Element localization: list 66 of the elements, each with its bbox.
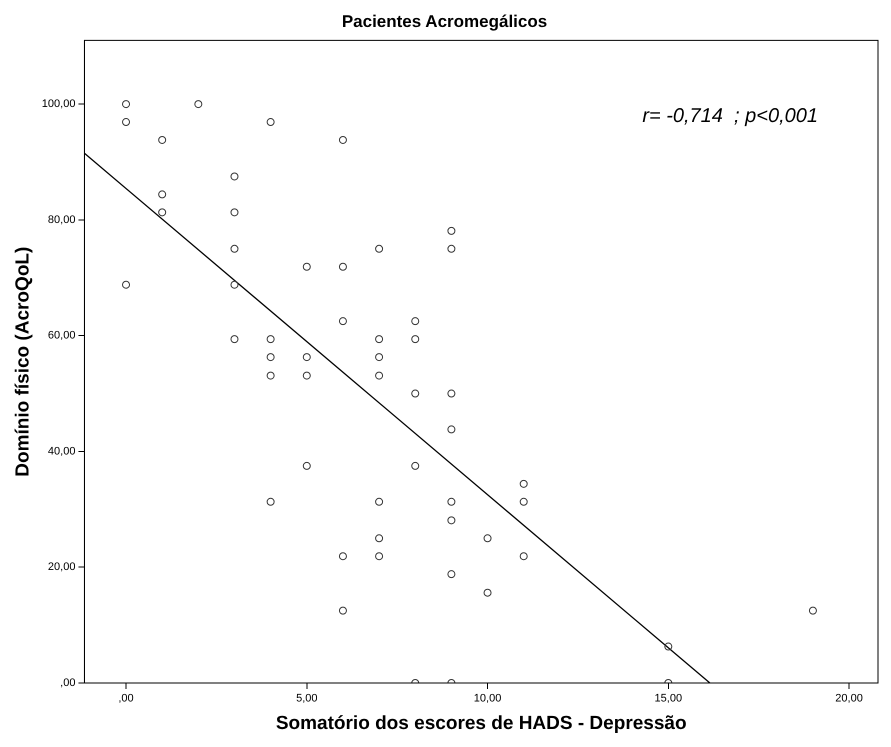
y-tick-label: 80,00: [48, 214, 76, 226]
point: [808, 606, 817, 615]
point: [447, 425, 456, 434]
x-tick-label: 5,00: [296, 692, 318, 705]
y-tick-label: 40,00: [48, 445, 76, 458]
point: [266, 335, 275, 344]
point: [411, 462, 420, 470]
point: [375, 534, 384, 542]
point: [338, 606, 347, 615]
chart-title: Pacientes Acromegálicos: [342, 12, 548, 31]
point: [122, 100, 130, 108]
point: [447, 390, 456, 398]
point: [447, 570, 456, 578]
point: [411, 317, 420, 326]
point: [302, 353, 311, 362]
point: [411, 390, 420, 398]
point: [302, 372, 311, 380]
x-axis-title: Somatório dos escores de HADS - Depressão: [276, 712, 687, 734]
point: [375, 335, 384, 344]
point: [375, 244, 384, 253]
point: [447, 498, 456, 506]
point: [302, 262, 311, 271]
point: [484, 588, 492, 597]
x-tick-label: 15,00: [654, 692, 682, 705]
point: [520, 498, 528, 506]
point: [447, 516, 456, 524]
point: [447, 226, 456, 235]
point: [266, 353, 275, 362]
point: [230, 172, 238, 180]
point: [266, 498, 275, 506]
point: [266, 372, 275, 380]
y-tick-label: 20,00: [48, 561, 76, 574]
y-axis-title: Domínio físico (AcroQoL): [12, 246, 34, 477]
y-tick-label: 60,00: [48, 330, 76, 342]
point: [338, 136, 347, 144]
point: [266, 118, 275, 126]
x-tick-label: ,00: [118, 692, 134, 705]
x-tick-label: 20,00: [835, 692, 863, 705]
y-tick-label: 100,00: [42, 98, 76, 110]
point: [158, 190, 166, 198]
annotation: r= -0,714 ; p<0,001: [642, 104, 818, 127]
point: [375, 372, 384, 380]
point: [520, 552, 528, 560]
point: [194, 100, 202, 108]
y-tick-label: ,00: [60, 677, 76, 690]
point: [520, 480, 528, 488]
point: [122, 280, 130, 289]
point: [122, 118, 130, 126]
point: [158, 136, 166, 144]
point: [158, 208, 166, 216]
point: [375, 498, 384, 506]
point: [230, 280, 238, 289]
point: [230, 208, 238, 216]
point: [411, 335, 420, 344]
point: [338, 552, 347, 560]
point: [447, 244, 456, 253]
point: [484, 534, 492, 542]
x-tick-label: 10,00: [474, 692, 502, 705]
point: [338, 262, 347, 271]
point: [230, 335, 238, 344]
point: [338, 317, 347, 326]
point: [375, 353, 384, 362]
point: [230, 244, 238, 253]
point: [302, 462, 311, 470]
point: [375, 552, 384, 560]
point: [664, 642, 672, 651]
